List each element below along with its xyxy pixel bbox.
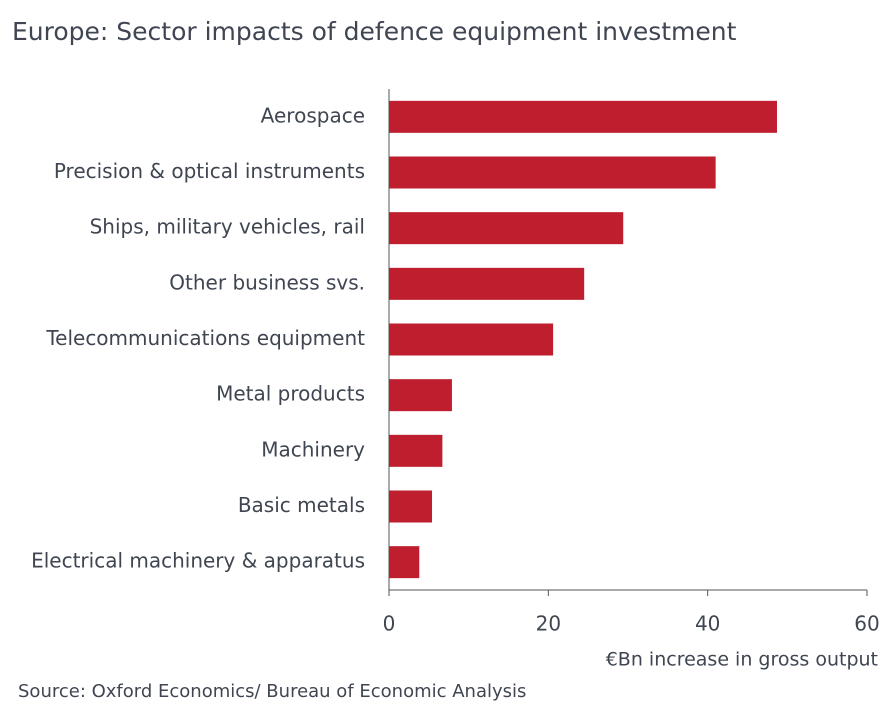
y-tick-label: Telecommunications equipment: [45, 326, 365, 350]
bar: [389, 490, 433, 523]
y-tick-label: Metal products: [216, 382, 365, 406]
bar: [389, 156, 716, 189]
x-tick-label: 60: [854, 612, 879, 636]
y-tick-label: Other business svs.: [169, 270, 365, 294]
x-tick-label: 40: [695, 612, 720, 636]
x-tick-label: 0: [383, 612, 396, 636]
y-tick-label: Precision & optical instruments: [54, 159, 365, 183]
chart-title: Europe: Sector impacts of defence equipm…: [12, 17, 737, 46]
x-tick-label: 20: [536, 612, 561, 636]
bar: [389, 379, 452, 412]
bar: [389, 323, 554, 356]
bar: [389, 267, 585, 300]
source-note: Source: Oxford Economics/ Bureau of Econ…: [18, 681, 526, 702]
x-axis-label: €Bn increase in gross output: [606, 649, 878, 671]
y-tick-label: Machinery: [261, 437, 365, 461]
bar: [389, 212, 624, 245]
y-tick-label: Aerospace: [261, 103, 365, 127]
y-tick-label: Electrical machinery & apparatus: [31, 549, 365, 573]
y-tick-label: Basic metals: [238, 493, 365, 517]
bar: [389, 546, 420, 579]
y-tick-label: Ships, military vehicles, rail: [90, 215, 365, 239]
bar: [389, 434, 443, 467]
bar: [389, 100, 777, 133]
